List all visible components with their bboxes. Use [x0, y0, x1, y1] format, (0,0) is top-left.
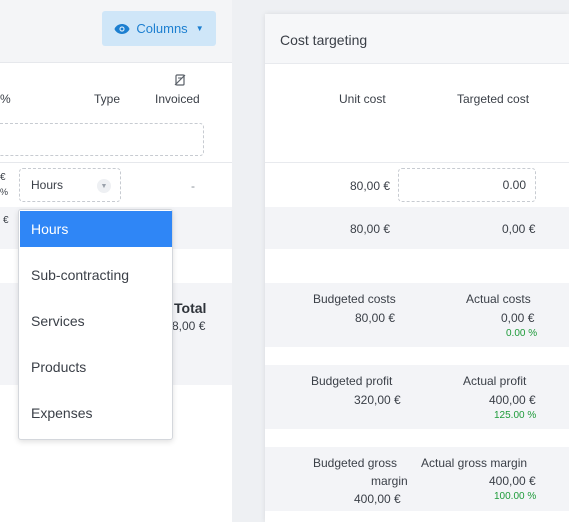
type-select-value: Hours — [31, 178, 64, 192]
invoiced-value: - — [191, 179, 195, 193]
dropdown-option-services[interactable]: Services — [31, 313, 85, 329]
column-header-unit-cost: Unit cost — [339, 92, 386, 106]
chevron-down-icon: ▼ — [97, 179, 111, 193]
targeted-cost-input[interactable]: 0.00 — [398, 168, 536, 202]
table-row — [265, 207, 569, 249]
targeted-cost-input-value: 0.00 — [502, 178, 526, 192]
actual-profit-label: Actual profit — [463, 374, 527, 388]
actual-profit-value: 400,00 € — [489, 393, 536, 407]
actual-gross-margin-label: Actual gross margin — [421, 456, 528, 470]
actual-costs-label: Actual costs — [466, 292, 531, 306]
line-search-input[interactable] — [0, 123, 204, 156]
divider — [0, 162, 232, 163]
total-label: Total — [174, 300, 207, 316]
type-dropdown-menu: Hours Sub-contracting Services Products … — [18, 209, 173, 440]
row-value-fragment: € — [3, 215, 9, 226]
caret-down-icon: ▼ — [195, 24, 204, 33]
divider — [265, 162, 569, 163]
budgeted-profit-value: 320,00 € — [354, 393, 401, 407]
costs-summary — [265, 283, 569, 347]
columns-button-label: Columns — [136, 21, 188, 36]
actual-costs-value: 0,00 € — [501, 311, 535, 325]
targeted-cost-value: 0,00 € — [502, 222, 536, 236]
columns-button[interactable]: Columns ▼ — [102, 11, 216, 46]
dropdown-option-products[interactable]: Products — [31, 359, 87, 375]
cost-targeting-card — [265, 14, 569, 522]
row-value-fragment: € — [0, 172, 6, 183]
dropdown-option-expenses[interactable]: Expenses — [31, 405, 93, 421]
budgeted-costs-label: Budgeted costs — [313, 292, 396, 306]
unit-cost-value: 80,00 € — [350, 179, 391, 193]
column-header-targeted-cost: Targeted cost — [457, 92, 530, 106]
budgeted-gross-margin-label: Budgeted gross — [313, 456, 398, 470]
cost-targeting-header — [265, 14, 569, 64]
divider — [0, 62, 232, 63]
unit-cost-value: 80,00 € — [350, 222, 391, 236]
budgeted-gross-margin-label-2: margin — [371, 474, 408, 488]
budgeted-costs-value: 80,00 € — [355, 311, 396, 325]
budgeted-profit-label: Budgeted profit — [311, 374, 393, 388]
total-value: 8,00 € — [172, 319, 206, 333]
column-header-invoiced: Invoiced — [155, 92, 200, 106]
row-percent-fragment: % — [0, 187, 9, 197]
type-select[interactable]: Hours ▼ — [19, 168, 121, 202]
dropdown-option-sub-contracting[interactable]: Sub-contracting — [31, 267, 130, 283]
cost-targeting-title: Cost targeting — [280, 32, 368, 48]
actual-gross-margin-value: 400,00 € — [489, 474, 536, 488]
actual-costs-percent: 0.00 % — [506, 328, 538, 339]
gross-margin-summary — [265, 447, 569, 511]
profit-summary — [265, 365, 569, 429]
column-header-type: Type — [94, 92, 121, 106]
actual-profit-percent: 125.00 % — [494, 410, 537, 421]
actual-gross-margin-percent: 100.00 % — [494, 491, 537, 502]
eye-icon — [114, 23, 130, 34]
dropdown-option-hours[interactable]: Hours — [20, 211, 172, 247]
invoice-icon — [174, 74, 186, 86]
budgeted-gross-margin-value: 400,00 € — [354, 492, 401, 506]
column-header-percent-fragment: % — [0, 92, 11, 106]
